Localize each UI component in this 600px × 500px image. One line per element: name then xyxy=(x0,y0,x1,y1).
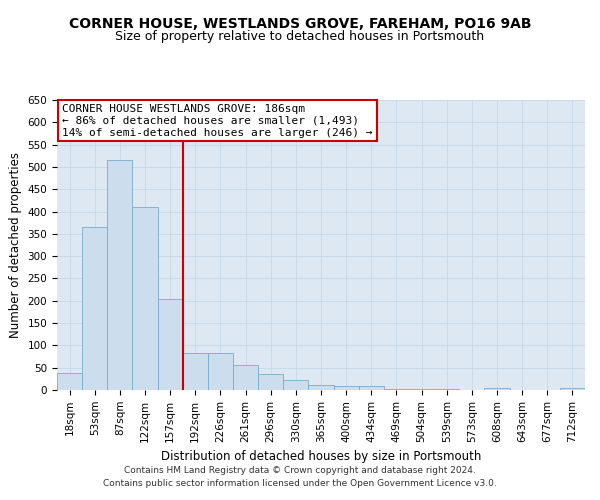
Y-axis label: Number of detached properties: Number of detached properties xyxy=(9,152,22,338)
Bar xyxy=(233,364,258,390)
Bar xyxy=(107,160,133,390)
Bar xyxy=(409,389,434,390)
Bar xyxy=(82,227,107,390)
X-axis label: Distribution of detached houses by size in Portsmouth: Distribution of detached houses by size … xyxy=(161,450,481,463)
Bar xyxy=(434,389,459,390)
Bar xyxy=(359,386,384,390)
Bar xyxy=(258,374,283,390)
Bar xyxy=(384,389,409,390)
Text: Contains HM Land Registry data © Crown copyright and database right 2024.
Contai: Contains HM Land Registry data © Crown c… xyxy=(103,466,497,487)
Bar xyxy=(308,384,334,390)
Bar xyxy=(334,386,359,390)
Bar xyxy=(183,354,208,390)
Bar xyxy=(133,207,158,390)
Bar xyxy=(560,388,585,390)
Bar xyxy=(57,374,82,390)
Text: CORNER HOUSE, WESTLANDS GROVE, FAREHAM, PO16 9AB: CORNER HOUSE, WESTLANDS GROVE, FAREHAM, … xyxy=(69,18,531,32)
Bar xyxy=(283,380,308,390)
Bar xyxy=(484,388,509,390)
Text: CORNER HOUSE WESTLANDS GROVE: 186sqm
← 86% of detached houses are smaller (1,493: CORNER HOUSE WESTLANDS GROVE: 186sqm ← 8… xyxy=(62,104,373,138)
Bar xyxy=(158,298,183,390)
Text: Size of property relative to detached houses in Portsmouth: Size of property relative to detached ho… xyxy=(115,30,485,43)
Bar xyxy=(208,354,233,390)
